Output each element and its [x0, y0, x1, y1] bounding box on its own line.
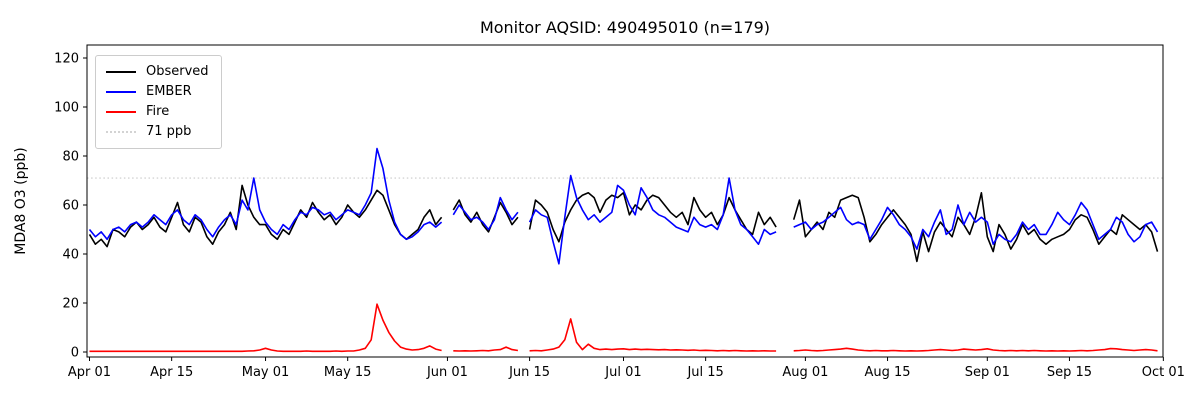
legend-label-threshold: 71 ppb — [146, 124, 192, 139]
legend-label-observed: Observed — [146, 64, 209, 79]
x-tick-label: May 15 — [324, 365, 372, 380]
legend-item-ember: EMBER — [106, 84, 209, 100]
x-tick-label: Aug 01 — [782, 365, 828, 380]
fire-line-sample — [106, 111, 136, 113]
ember-line-sample — [106, 91, 136, 93]
legend-label-fire: Fire — [146, 104, 170, 119]
fire-line — [89, 303, 1158, 353]
y-tick-label: 20 — [62, 297, 79, 312]
legend-label-ember: EMBER — [146, 84, 192, 99]
legend-item-observed: Observed — [106, 64, 209, 80]
observed-line — [88, 184, 1159, 263]
x-tick-label: Jun 01 — [426, 365, 468, 380]
plot-border — [86, 44, 1164, 358]
x-tick-label: Apr 15 — [150, 365, 193, 380]
y-tick-label: 120 — [54, 52, 79, 67]
x-tick-label: Jun 15 — [508, 365, 550, 380]
x-tick-label: Sep 01 — [965, 365, 1010, 380]
y-axis-label: MDA8 O3 (ppb) — [13, 147, 29, 255]
x-tick-label: Aug 15 — [865, 365, 911, 380]
x-tick-label: Jul 15 — [686, 365, 723, 380]
x-tick-label: May 01 — [242, 365, 290, 380]
x-tick-label: Sep 15 — [1047, 365, 1092, 380]
y-tick-label: 60 — [62, 199, 79, 214]
x-tick-label: Oct 01 — [1142, 365, 1185, 380]
ember-line — [88, 147, 1159, 265]
y-tick-label: 40 — [62, 248, 79, 263]
y-tick-label: 0 — [71, 346, 79, 361]
x-tick-label: Jul 01 — [604, 365, 641, 380]
x-tick-label: Apr 01 — [68, 365, 111, 380]
legend: Observed EMBER Fire 71 ppb — [95, 55, 222, 149]
y-tick-label: 100 — [54, 101, 79, 116]
observed-line-sample — [106, 71, 136, 73]
legend-item-threshold: 71 ppb — [106, 124, 209, 140]
chart-title: Monitor AQSID: 490495010 (n=179) — [479, 18, 771, 37]
y-tick-label: 80 — [62, 150, 79, 165]
threshold-line-sample — [106, 131, 136, 133]
legend-item-fire: Fire — [106, 104, 209, 120]
